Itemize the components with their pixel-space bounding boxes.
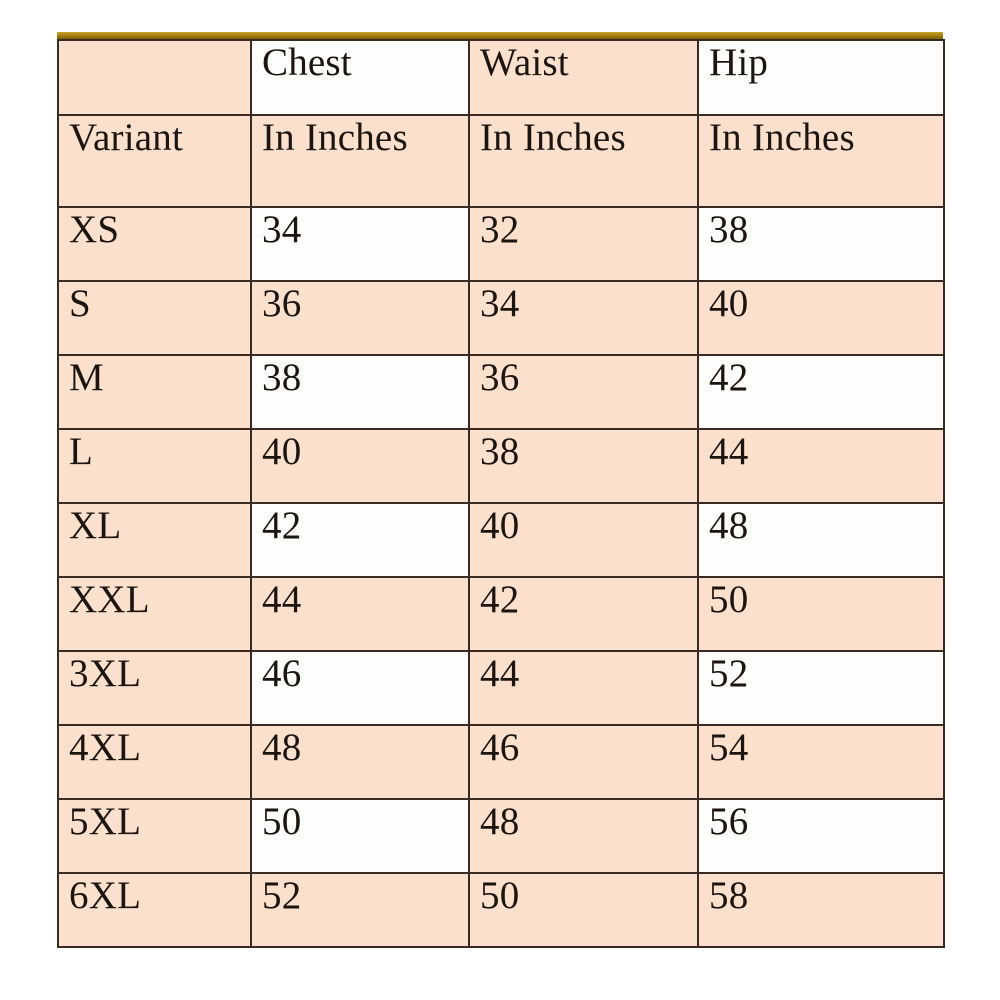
cell-chest: 46 <box>250 650 470 726</box>
cell-hip: 38 <box>697 206 945 282</box>
table-row: XS 34 32 38 <box>57 206 945 282</box>
cell-chest: 34 <box>250 206 470 282</box>
cell-hip: 48 <box>697 502 945 578</box>
table-row: S 36 34 40 <box>57 280 945 356</box>
header-cell-chest-unit: In Inches <box>250 114 470 208</box>
cell-waist: 46 <box>468 724 699 800</box>
cell-chest: 48 <box>250 724 470 800</box>
cell-variant: XL <box>57 502 252 578</box>
table-row: 3XL 46 44 52 <box>57 650 945 726</box>
header-cell-chest: Chest <box>250 39 470 116</box>
cell-hip: 58 <box>697 872 945 948</box>
cell-variant: 6XL <box>57 872 252 948</box>
cell-variant: XXL <box>57 576 252 652</box>
cell-waist: 34 <box>468 280 699 356</box>
cell-variant: 4XL <box>57 724 252 800</box>
table-header-row-measures: Chest Waist Hip <box>57 39 945 116</box>
cell-variant: 3XL <box>57 650 252 726</box>
cell-hip: 44 <box>697 428 945 504</box>
table-row: 5XL 50 48 56 <box>57 798 945 874</box>
cell-waist: 50 <box>468 872 699 948</box>
table-row: M 38 36 42 <box>57 354 945 430</box>
cell-hip: 50 <box>697 576 945 652</box>
table-row: L 40 38 44 <box>57 428 945 504</box>
cell-hip: 42 <box>697 354 945 430</box>
cell-variant: S <box>57 280 252 356</box>
cell-variant: M <box>57 354 252 430</box>
cell-waist: 40 <box>468 502 699 578</box>
cell-waist: 44 <box>468 650 699 726</box>
cell-hip: 56 <box>697 798 945 874</box>
table-row: 6XL 52 50 58 <box>57 872 945 948</box>
table-header-row-units: Variant In Inches In Inches In Inches <box>57 114 945 208</box>
cell-chest: 44 <box>250 576 470 652</box>
cell-waist: 32 <box>468 206 699 282</box>
cell-chest: 38 <box>250 354 470 430</box>
cell-variant: 5XL <box>57 798 252 874</box>
cell-chest: 40 <box>250 428 470 504</box>
table-row: 4XL 48 46 54 <box>57 724 945 800</box>
header-cell-hip-unit: In Inches <box>697 114 945 208</box>
cell-chest: 52 <box>250 872 470 948</box>
size-chart-table: Chest Waist Hip Variant In Inches In Inc… <box>57 39 945 948</box>
header-cell-waist-unit: In Inches <box>468 114 699 208</box>
cell-variant: XS <box>57 206 252 282</box>
header-cell-waist: Waist <box>468 39 699 116</box>
header-corner-cell <box>57 39 252 116</box>
cell-waist: 38 <box>468 428 699 504</box>
header-cell-hip: Hip <box>697 39 945 116</box>
cell-variant: L <box>57 428 252 504</box>
cell-waist: 36 <box>468 354 699 430</box>
cell-chest: 42 <box>250 502 470 578</box>
cell-chest: 50 <box>250 798 470 874</box>
cell-hip: 40 <box>697 280 945 356</box>
cell-waist: 48 <box>468 798 699 874</box>
table-row: XL 42 40 48 <box>57 502 945 578</box>
cell-hip: 52 <box>697 650 945 726</box>
cell-hip: 54 <box>697 724 945 800</box>
table-row: XXL 44 42 50 <box>57 576 945 652</box>
header-cell-variant: Variant <box>57 114 252 208</box>
cell-waist: 42 <box>468 576 699 652</box>
table-top-accent-rule <box>57 32 943 39</box>
cell-chest: 36 <box>250 280 470 356</box>
size-chart-table-container: Chest Waist Hip Variant In Inches In Inc… <box>57 32 945 948</box>
